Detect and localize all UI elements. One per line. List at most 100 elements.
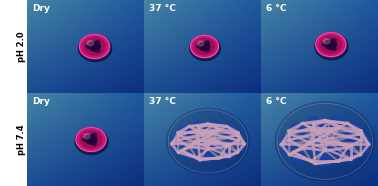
Circle shape [211,132,213,134]
Circle shape [237,140,239,141]
Circle shape [344,153,355,163]
Circle shape [183,151,192,159]
Circle shape [197,131,199,132]
Circle shape [301,122,304,124]
Circle shape [282,136,289,142]
Circle shape [238,146,244,151]
Circle shape [206,49,209,52]
Circle shape [177,135,180,136]
Circle shape [177,152,180,153]
Circle shape [312,129,314,131]
Circle shape [292,151,294,153]
Circle shape [361,147,369,153]
Circle shape [188,126,191,127]
Circle shape [350,140,359,148]
Circle shape [349,158,352,160]
Circle shape [330,144,342,154]
Circle shape [198,41,204,46]
Circle shape [96,41,100,44]
Circle shape [338,126,341,128]
Circle shape [318,122,332,133]
Circle shape [85,135,97,144]
Circle shape [359,154,362,156]
Circle shape [79,35,112,62]
Circle shape [172,137,178,142]
Text: 37 °C: 37 °C [149,4,176,13]
Circle shape [224,129,233,137]
Circle shape [196,129,198,131]
Circle shape [83,138,87,141]
Circle shape [228,140,236,147]
Text: 6 °C: 6 °C [266,97,286,106]
Circle shape [332,39,336,42]
Circle shape [285,133,292,138]
Circle shape [92,142,96,145]
Text: Dry: Dry [32,97,50,106]
Text: 6 °C: 6 °C [266,4,286,13]
Circle shape [301,147,304,149]
Circle shape [218,157,220,158]
Circle shape [84,134,90,139]
Circle shape [361,136,369,142]
Circle shape [360,139,363,141]
Circle shape [320,36,342,53]
Circle shape [316,137,334,151]
Circle shape [199,140,201,142]
Circle shape [170,143,172,145]
Circle shape [84,38,105,55]
Circle shape [310,127,313,129]
Circle shape [316,33,346,57]
Circle shape [79,35,110,58]
Circle shape [308,117,320,127]
Circle shape [196,157,198,158]
Circle shape [92,134,96,137]
Circle shape [328,121,331,123]
Circle shape [344,126,355,136]
Circle shape [346,147,349,149]
Circle shape [315,33,348,60]
Circle shape [76,128,106,151]
Circle shape [360,130,363,132]
Circle shape [188,146,191,147]
Circle shape [218,129,220,131]
Circle shape [194,144,204,152]
Circle shape [330,117,342,127]
Circle shape [275,102,375,181]
Circle shape [228,126,236,133]
Circle shape [226,146,228,147]
Circle shape [167,108,249,174]
Circle shape [197,45,200,48]
Circle shape [195,39,215,54]
Circle shape [80,131,102,148]
Circle shape [207,123,209,125]
Text: 37 °C: 37 °C [149,97,176,106]
Circle shape [206,41,209,44]
Circle shape [75,128,108,155]
Circle shape [199,42,210,51]
Circle shape [207,148,209,150]
Circle shape [238,137,244,142]
Circle shape [235,134,241,139]
Circle shape [282,147,289,153]
Circle shape [312,123,314,124]
Circle shape [175,134,181,139]
Circle shape [177,140,179,141]
Circle shape [314,163,316,165]
Circle shape [328,131,331,133]
Circle shape [201,138,215,150]
Circle shape [368,143,370,145]
Circle shape [288,133,291,135]
Circle shape [291,123,301,131]
Circle shape [211,124,213,126]
Circle shape [212,121,223,129]
Circle shape [177,132,179,133]
Circle shape [288,154,291,156]
Circle shape [243,143,246,145]
Circle shape [288,130,290,132]
Circle shape [228,155,231,157]
Circle shape [295,126,306,136]
Text: Dry: Dry [32,4,50,13]
Circle shape [308,144,320,154]
Circle shape [87,41,94,46]
Circle shape [346,122,349,124]
